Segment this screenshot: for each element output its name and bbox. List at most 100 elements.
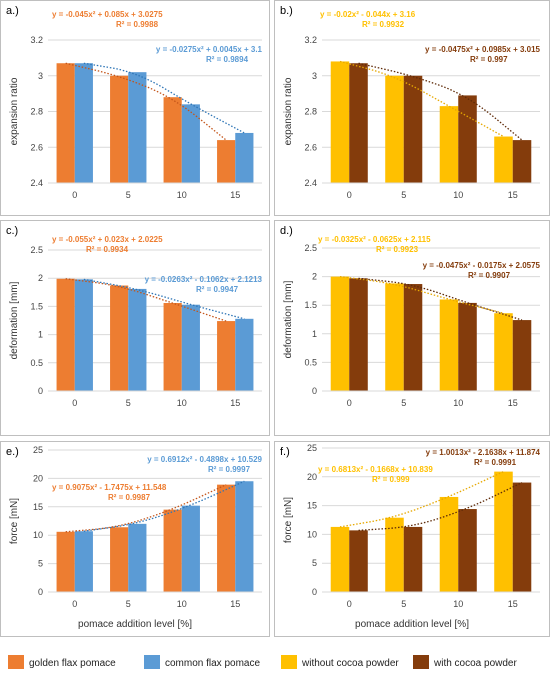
bar-common-flax-pomace-0: [74, 279, 93, 391]
x-tick-label: 5: [126, 398, 131, 408]
x-tick-label: 15: [230, 599, 240, 609]
bar-with-cocoa-powder-5: [403, 526, 423, 592]
bar-common-flax-pomace-15: [235, 318, 254, 391]
bar-golden-flax-pomace-5: [110, 527, 129, 592]
y-tick-label: 2.5: [304, 243, 317, 253]
bar-common-flax-pomace-5: [128, 288, 147, 391]
y-tick-label: 2.6: [304, 142, 317, 152]
bar-golden-flax-pomace-0: [56, 63, 75, 183]
bar-without-cocoa-powder-15: [494, 136, 513, 183]
trend-equation: y = -0.0475x² + 0.0985x + 3.015: [425, 45, 541, 54]
x-tick-label: 15: [230, 190, 240, 200]
chart-panel-2: b.) 2.4 2.6 2.8 3 3.2 expansion ratio 0 5 10 15 y =…: [274, 0, 550, 216]
chart-panel-5: e.) 0 5 10 15 20 25 force [mN] 0 5 10 15 y = 0.9075x…: [0, 441, 270, 637]
x-tick-label: 15: [508, 190, 518, 200]
x-tick-label: 10: [453, 190, 463, 200]
y-tick-label: 15: [33, 502, 43, 512]
panel-label: d.): [280, 225, 293, 237]
legend-swatch: [413, 655, 429, 669]
y-tick-label: 10: [307, 529, 317, 539]
trend-equation: y = -0.0475x² - 0.0175x + 2.0575: [423, 261, 541, 270]
bar-with-cocoa-powder-5: [403, 75, 423, 183]
y-tick-label: 2: [312, 272, 317, 282]
y-tick-label: 1.5: [30, 301, 43, 311]
y-tick-label: 1: [38, 330, 43, 340]
bar-without-cocoa-powder-5: [385, 517, 404, 592]
bar-with-cocoa-powder-15: [512, 320, 532, 391]
bar-without-cocoa-powder-0: [330, 276, 350, 391]
y-tick-label: 2.4: [304, 178, 317, 188]
y-tick-label: 0: [312, 386, 317, 396]
bar-with-cocoa-powder-15: [512, 482, 532, 592]
y-tick-label: 25: [33, 445, 43, 455]
legend-swatch: [8, 655, 24, 669]
trend-equation: y = 0.6912x² - 0.4898x + 10.529: [147, 455, 262, 464]
chart-panel-6: f.) 0 5 10 15 20 25 force [mN] 0 5 10 15 y = 0.6813x…: [274, 441, 550, 637]
bar-golden-flax-pomace-15: [217, 321, 236, 391]
trend-r-squared: R² = 0.9987: [108, 493, 151, 502]
trend-equation: y = -0.055x² + 0.023x + 2.0225: [52, 235, 163, 244]
panel-label: f.): [280, 446, 290, 458]
bar-common-flax-pomace-5: [128, 72, 147, 183]
trendline-common-flax-pomace: [83, 480, 245, 532]
trend-r-squared: R² = 0.9907: [468, 271, 511, 280]
y-tick-label: 1.5: [304, 300, 317, 310]
y-axis-title: deformation [mm]: [283, 280, 294, 358]
x-tick-label: 0: [72, 190, 77, 200]
x-tick-label: 5: [401, 190, 406, 200]
y-axis-title: expansion ratio: [283, 77, 294, 145]
bar-golden-flax-pomace-5: [110, 75, 129, 183]
chart-panel-1: a.) 2.4 2.6 2.8 3 3.2 expansion ratio 0 5 10 15 y =…: [0, 0, 270, 216]
bar-without-cocoa-powder-10: [439, 106, 459, 183]
y-tick-label: 0.5: [304, 357, 317, 367]
bar-without-cocoa-powder-10: [439, 299, 459, 391]
bar-common-flax-pomace-10: [181, 104, 200, 183]
trendline-with-cocoa-powder: [358, 277, 523, 321]
x-tick-label: 15: [508, 599, 518, 609]
y-tick-label: 5: [312, 558, 317, 568]
y-tick-label: 0: [38, 386, 43, 396]
y-tick-label: 20: [33, 473, 43, 483]
bar-golden-flax-pomace-10: [163, 97, 182, 183]
bar-with-cocoa-powder-5: [403, 284, 423, 391]
x-tick-label: 5: [126, 599, 131, 609]
bar-golden-flax-pomace-10: [163, 509, 182, 592]
bar-common-flax-pomace-0: [74, 531, 93, 592]
chart-panel-4: d.) 0 0.5 1 1.5 2 2.5 deformation [mm] 0 5 10 15 y =…: [274, 220, 550, 436]
bar-without-cocoa-powder-0: [330, 526, 350, 592]
x-tick-label: 10: [177, 190, 187, 200]
legend-swatch: [144, 655, 160, 669]
x-tick-label: 0: [347, 190, 352, 200]
y-tick-label: 3.2: [304, 35, 317, 45]
x-tick-label: 10: [177, 599, 187, 609]
panel-label: e.): [6, 446, 19, 458]
x-tick-label: 0: [347, 599, 352, 609]
legend-label: with cocoa powder: [433, 658, 517, 669]
x-tick-label: 10: [453, 599, 463, 609]
bar-common-flax-pomace-10: [181, 505, 200, 592]
y-tick-label: 3.2: [30, 35, 43, 45]
bar-common-flax-pomace-0: [74, 63, 93, 183]
y-axis-title: force [mN]: [283, 497, 294, 543]
bar-with-cocoa-powder-10: [458, 95, 477, 183]
bar-common-flax-pomace-5: [128, 523, 147, 592]
trend-r-squared: R² = 0.9988: [116, 20, 159, 29]
trendline-with-cocoa-powder: [358, 62, 523, 141]
bar-common-flax-pomace-15: [235, 481, 254, 592]
y-tick-label: 2: [38, 273, 43, 283]
panel-label: b.): [280, 5, 293, 17]
x-tick-label: 5: [401, 599, 406, 609]
y-tick-label: 15: [307, 501, 317, 511]
y-tick-label: 0: [312, 587, 317, 597]
y-tick-label: 20: [307, 472, 317, 482]
y-axis-title: force [mN]: [9, 498, 20, 544]
x-tick-label: 0: [347, 398, 352, 408]
y-tick-label: 2.4: [30, 178, 43, 188]
trend-r-squared: R² = 0.9947: [196, 285, 239, 294]
y-tick-label: 2.8: [30, 107, 43, 117]
chart-panel-3: c.) 0 0.5 1 1.5 2 2.5 deformation [mm] 0 5 10 15 y =…: [0, 220, 270, 436]
trendline-without-cocoa-powder: [339, 471, 504, 528]
x-tick-label: 10: [453, 398, 463, 408]
trend-r-squared: R² = 0.9894: [206, 55, 249, 64]
